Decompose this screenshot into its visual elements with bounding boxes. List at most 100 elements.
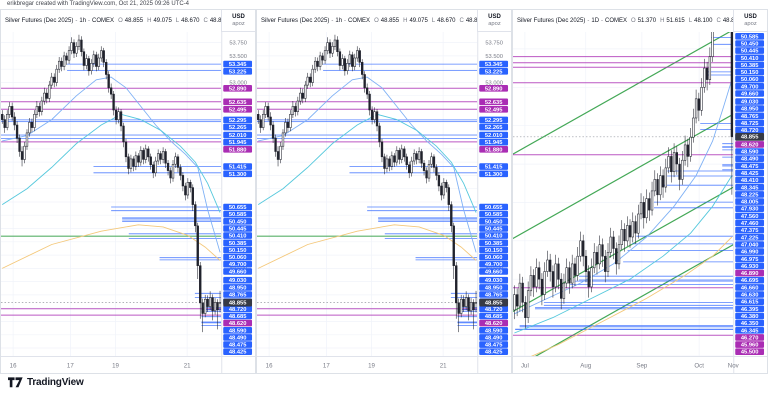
price-level-badge — [735, 126, 765, 134]
chart-canvas[interactable]: 53.75053.50053.00051.75049.50049.25053.3… — [1, 32, 255, 373]
price-level-badge — [735, 141, 765, 148]
price-level-badge — [735, 234, 765, 241]
price-level-badge — [479, 327, 509, 334]
time-axis[interactable]: 16 17 19 21 — [257, 356, 511, 370]
time-axis[interactable]: 16 17 19 21 — [1, 356, 255, 370]
price-level-badge — [735, 198, 765, 205]
svg-text:48.765: 48.765 — [741, 114, 759, 120]
currency-unit: apoz — [744, 20, 757, 27]
open-label: O — [374, 18, 379, 24]
svg-text:48.765: 48.765 — [485, 292, 503, 298]
price-level-badge — [735, 219, 765, 227]
price-level-badge — [223, 341, 253, 348]
price-level-badge — [223, 123, 253, 131]
symbol-title[interactable]: Silver Futures (Dec 2025) — [261, 18, 330, 24]
separator: - — [601, 18, 604, 24]
price-level-badge — [479, 268, 509, 275]
time-axis[interactable]: Jul Aug Sep Oct Nov — [513, 356, 767, 370]
svg-text:49.030: 49.030 — [485, 278, 503, 284]
price-level-badge — [479, 60, 509, 68]
svg-text:50.410: 50.410 — [741, 56, 759, 62]
moving-average — [257, 113, 477, 213]
svg-text:51.300: 51.300 — [485, 172, 503, 178]
grid — [257, 32, 478, 356]
svg-text:48.590: 48.590 — [485, 328, 503, 334]
currency-unit-toggle[interactable]: USD apoz — [477, 10, 511, 32]
price-level-badge — [735, 191, 765, 198]
price-level-badge — [735, 226, 765, 234]
price-level-badge — [479, 284, 509, 291]
price-level-badge — [735, 248, 765, 255]
time-axis-label: 17 — [67, 362, 74, 369]
svg-text:49.660: 49.660 — [485, 269, 503, 275]
price-level-badge — [479, 203, 509, 211]
tradingview-logo[interactable]: TradingView — [8, 377, 84, 388]
svg-text:51.945: 51.945 — [485, 140, 503, 146]
price-level-badge — [479, 246, 509, 254]
svg-text:48.225: 48.225 — [741, 192, 759, 198]
svg-text:50.445: 50.445 — [485, 226, 503, 232]
svg-text:48.950: 48.950 — [485, 285, 503, 291]
svg-text:46.990: 46.990 — [741, 250, 759, 256]
svg-text:46.930: 46.930 — [741, 264, 759, 270]
price-level-badge — [735, 112, 765, 120]
price-level-badge — [223, 138, 253, 146]
scale-tick: 53.750 — [485, 41, 503, 47]
svg-text:49.030: 49.030 — [741, 99, 759, 105]
svg-text:53.225: 53.225 — [229, 69, 247, 75]
low-value: 48.670 — [437, 18, 456, 24]
svg-text:48.345: 48.345 — [741, 185, 759, 191]
svg-text:48.005: 48.005 — [741, 200, 759, 206]
high-value: 49.075 — [409, 18, 428, 24]
price-level-badge — [223, 60, 253, 68]
trendline — [513, 32, 731, 155]
svg-text:46.890: 46.890 — [741, 271, 759, 277]
svg-text:48.475: 48.475 — [229, 343, 247, 349]
price-level-badge — [479, 276, 509, 284]
price-scale[interactable]: 53.75053.50053.00051.75049.50049.25053.3… — [477, 32, 511, 373]
price-level-badge — [223, 291, 253, 298]
high-value: 49.075 — [153, 18, 172, 24]
price-level-badge — [735, 291, 765, 298]
svg-text:50.585: 50.585 — [485, 212, 503, 218]
svg-text:47.040: 47.040 — [741, 242, 759, 248]
svg-text:50.150: 50.150 — [741, 70, 759, 76]
price-level-badge — [223, 253, 253, 261]
low-value: 48.100 — [694, 18, 713, 24]
svg-text:45.960: 45.960 — [741, 343, 759, 349]
currency-unit-toggle[interactable]: USD apoz — [221, 10, 255, 32]
price-level-badge — [735, 148, 765, 155]
chart-canvas[interactable]: 53.75053.50053.00051.75049.50049.25053.3… — [257, 32, 511, 373]
interval-label[interactable]: 1D — [591, 18, 600, 24]
price-level-badge — [223, 260, 253, 268]
svg-text:50.150: 50.150 — [229, 248, 247, 254]
currency-code: USD — [232, 14, 245, 21]
candles — [257, 34, 478, 333]
price-level-badge — [223, 218, 253, 225]
separator: - — [587, 18, 590, 24]
grid — [513, 32, 734, 357]
interval-label[interactable]: 1h — [335, 18, 343, 24]
svg-text:48.620: 48.620 — [485, 321, 503, 327]
price-level-badge — [479, 260, 509, 268]
svg-text:53.345: 53.345 — [485, 62, 503, 68]
price-level-badge — [223, 305, 253, 313]
separator: - — [344, 18, 347, 24]
svg-text:48.410: 48.410 — [741, 178, 759, 184]
scale-tick: 53.000 — [229, 80, 247, 86]
price-level-badge — [479, 98, 509, 106]
svg-text:52.295: 52.295 — [485, 118, 503, 124]
symbol-title[interactable]: Silver Futures (Dec 2025) — [517, 18, 586, 24]
tradingview-logo-text: TradingView — [27, 377, 84, 388]
currency-unit-toggle[interactable]: USD apoz — [733, 10, 767, 32]
price-level-badge — [479, 210, 509, 218]
price-scale[interactable]: 53.75053.50053.00051.75049.50049.25053.3… — [221, 32, 255, 373]
price-level-badge — [223, 327, 253, 334]
symbol-title[interactable]: Silver Futures (Dec 2025) — [5, 18, 74, 24]
interval-label[interactable]: 1h — [79, 18, 87, 24]
price-level-badge — [735, 33, 765, 40]
price-level-badge — [223, 131, 253, 139]
svg-text:50.385: 50.385 — [229, 241, 247, 247]
